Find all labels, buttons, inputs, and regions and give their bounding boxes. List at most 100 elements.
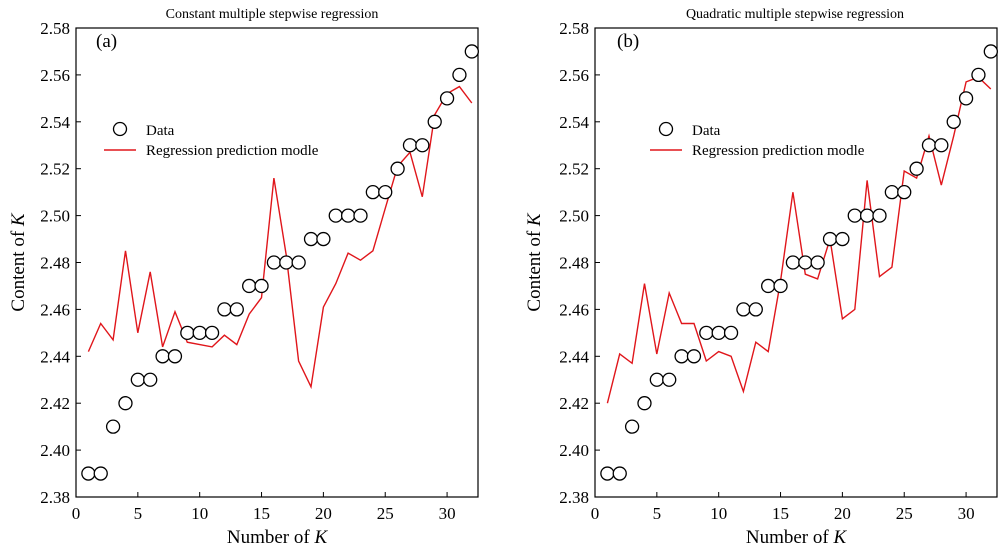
data-point xyxy=(254,278,269,294)
y-tick-label: 2.48 xyxy=(40,254,70,273)
y-tick-label: 2.50 xyxy=(40,207,70,226)
data-point xyxy=(266,255,282,270)
data-point xyxy=(773,278,788,294)
y-tick-label: 2.46 xyxy=(40,300,70,319)
data-point xyxy=(699,325,714,341)
data-point xyxy=(390,161,405,176)
x-axis-label: Number of K xyxy=(746,527,848,548)
data-point xyxy=(340,208,356,223)
data-point xyxy=(624,419,640,434)
panel-label: (a) xyxy=(96,31,117,52)
x-tick-label: 15 xyxy=(253,504,270,523)
y-tick-label: 2.52 xyxy=(40,160,70,179)
y-tick-label: 2.40 xyxy=(40,441,70,460)
legend: Data Regression prediction modle xyxy=(650,121,865,159)
data-point xyxy=(637,396,652,411)
y-tick-label: 2.44 xyxy=(40,347,70,366)
data-point xyxy=(785,255,801,270)
data-point xyxy=(402,138,418,153)
x-tick-label: 20 xyxy=(834,504,851,523)
data-point xyxy=(600,466,615,481)
data-point xyxy=(316,231,331,247)
data-point xyxy=(427,114,442,129)
legend-data-marker xyxy=(658,121,674,137)
data-point xyxy=(439,91,455,106)
x-tick-label: 0 xyxy=(591,504,600,523)
legend: Data Regression prediction modle xyxy=(104,121,319,159)
data-point xyxy=(378,184,393,200)
y-tick-label: 2.38 xyxy=(559,488,589,507)
x-tick-label: 0 xyxy=(72,504,81,523)
x-tick-label: 30 xyxy=(439,504,456,523)
data-point xyxy=(859,208,875,223)
data-point xyxy=(934,138,949,153)
data-point xyxy=(155,349,170,364)
panel-label: (b) xyxy=(617,31,639,52)
data-point xyxy=(464,44,479,59)
data-point xyxy=(291,255,306,270)
data-point xyxy=(105,419,121,434)
y-tick-label: 2.44 xyxy=(559,347,589,366)
chart-title: Quadratic multiple stepwise regression xyxy=(686,7,904,22)
data-point xyxy=(328,208,343,223)
x-tick-label: 10 xyxy=(710,504,727,523)
x-tick-label: 10 xyxy=(191,504,208,523)
data-point xyxy=(81,466,96,481)
data-point xyxy=(983,44,998,59)
data-point xyxy=(204,325,220,341)
data-point xyxy=(242,278,257,294)
data-point xyxy=(810,255,825,270)
data-point xyxy=(723,325,739,341)
legend-line-label: Regression prediction modle xyxy=(692,143,865,159)
y-tick-label: 2.38 xyxy=(40,488,70,507)
x-tick-label: 25 xyxy=(377,504,394,523)
legend-data-label: Data xyxy=(146,123,175,139)
y-tick-label: 2.56 xyxy=(40,66,70,85)
panel-b: 0 5 10 15 20 25 30 2.38 2.40 2.42 2.44 2.46 2.48 2.50… xyxy=(524,7,998,548)
data-point xyxy=(958,91,974,106)
panel-a: 0 5 10 15 20 25 30 2.38 2.40 2.42 2.44 2.46 2.48 2.50… xyxy=(8,7,479,548)
data-point xyxy=(748,302,763,317)
data-point xyxy=(180,325,195,341)
data-point xyxy=(229,302,244,317)
legend-data-marker xyxy=(112,121,128,137)
x-tick-label: 5 xyxy=(134,504,143,523)
series-line-regression xyxy=(87,85,473,390)
data-point xyxy=(686,349,702,364)
y-axis-label: Content of K xyxy=(524,212,545,312)
data-point xyxy=(612,466,627,481)
x-tick-label: 30 xyxy=(958,504,975,523)
data-point xyxy=(921,138,937,153)
y-tick-label: 2.56 xyxy=(559,66,589,85)
x-tick-label: 25 xyxy=(896,504,913,523)
chart-title: Constant multiple stepwise regression xyxy=(166,7,379,22)
data-point xyxy=(897,184,912,200)
y-tick-label: 2.58 xyxy=(40,19,70,38)
data-point xyxy=(365,184,381,200)
data-point xyxy=(971,67,986,83)
y-tick-label: 2.40 xyxy=(559,441,589,460)
data-point xyxy=(353,208,368,223)
data-point xyxy=(118,396,133,411)
data-point xyxy=(93,466,108,481)
y-tick-label: 2.54 xyxy=(40,113,70,132)
y-tick-label: 2.52 xyxy=(559,160,589,179)
x-axis-label: Number of K xyxy=(227,527,329,548)
y-tick-label: 2.42 xyxy=(559,394,589,413)
data-point xyxy=(946,114,961,129)
legend-line-label: Regression prediction modle xyxy=(146,143,319,159)
data-point xyxy=(167,349,183,364)
data-point xyxy=(662,372,677,387)
data-point xyxy=(452,67,467,83)
data-point xyxy=(711,325,726,341)
data-point xyxy=(130,372,145,387)
data-point xyxy=(279,255,294,270)
data-point xyxy=(884,184,900,200)
data-point xyxy=(761,278,776,294)
y-tick-label: 2.58 xyxy=(559,19,589,38)
data-point xyxy=(872,208,887,223)
x-tick-label: 20 xyxy=(315,504,332,523)
data-point xyxy=(217,302,232,317)
y-tick-label: 2.46 xyxy=(559,300,589,319)
